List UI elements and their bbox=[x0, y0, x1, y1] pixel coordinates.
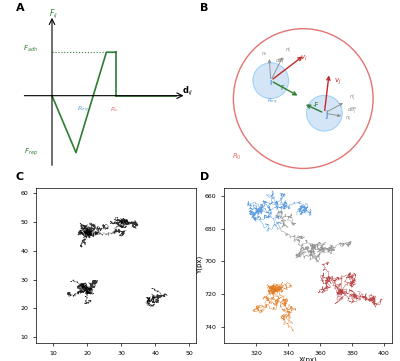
X-axis label: X(px): X(px) bbox=[299, 357, 317, 361]
Text: $d\theta_i^n$: $d\theta_i^n$ bbox=[275, 57, 286, 66]
Text: $F_{ij}$: $F_{ij}$ bbox=[49, 8, 58, 21]
Y-axis label: Y(px): Y(px) bbox=[196, 256, 203, 274]
Text: $v_j$: $v_j$ bbox=[334, 76, 342, 87]
Circle shape bbox=[253, 63, 289, 99]
Text: A: A bbox=[16, 3, 25, 13]
Text: F: F bbox=[280, 86, 284, 91]
Text: $\mathbf{d}_{ij}$: $\mathbf{d}_{ij}$ bbox=[182, 85, 193, 98]
Text: $n_i'$: $n_i'$ bbox=[285, 45, 292, 55]
Text: $F_{adh}$: $F_{adh}$ bbox=[23, 44, 38, 54]
Text: $R_{eq}$: $R_{eq}$ bbox=[267, 97, 278, 107]
Text: -F: -F bbox=[313, 102, 320, 108]
Text: $R_{eq}$: $R_{eq}$ bbox=[76, 105, 88, 115]
Text: $F_{rep}$: $F_{rep}$ bbox=[24, 147, 38, 158]
Text: $R_0$: $R_0$ bbox=[232, 152, 242, 162]
Text: $v_i$: $v_i$ bbox=[300, 53, 308, 63]
Circle shape bbox=[306, 95, 342, 131]
Text: $n_j$: $n_j$ bbox=[346, 114, 352, 123]
Text: $d\theta_j^n$: $d\theta_j^n$ bbox=[347, 105, 358, 116]
Text: i: i bbox=[270, 78, 272, 87]
Text: $n_i$: $n_i$ bbox=[261, 50, 268, 58]
Text: $R_c$: $R_c$ bbox=[110, 105, 119, 114]
Text: $n_j'$: $n_j'$ bbox=[349, 92, 355, 103]
Text: j: j bbox=[325, 110, 327, 119]
Text: B: B bbox=[200, 3, 208, 13]
Text: D: D bbox=[200, 173, 209, 183]
Text: C: C bbox=[16, 173, 24, 183]
